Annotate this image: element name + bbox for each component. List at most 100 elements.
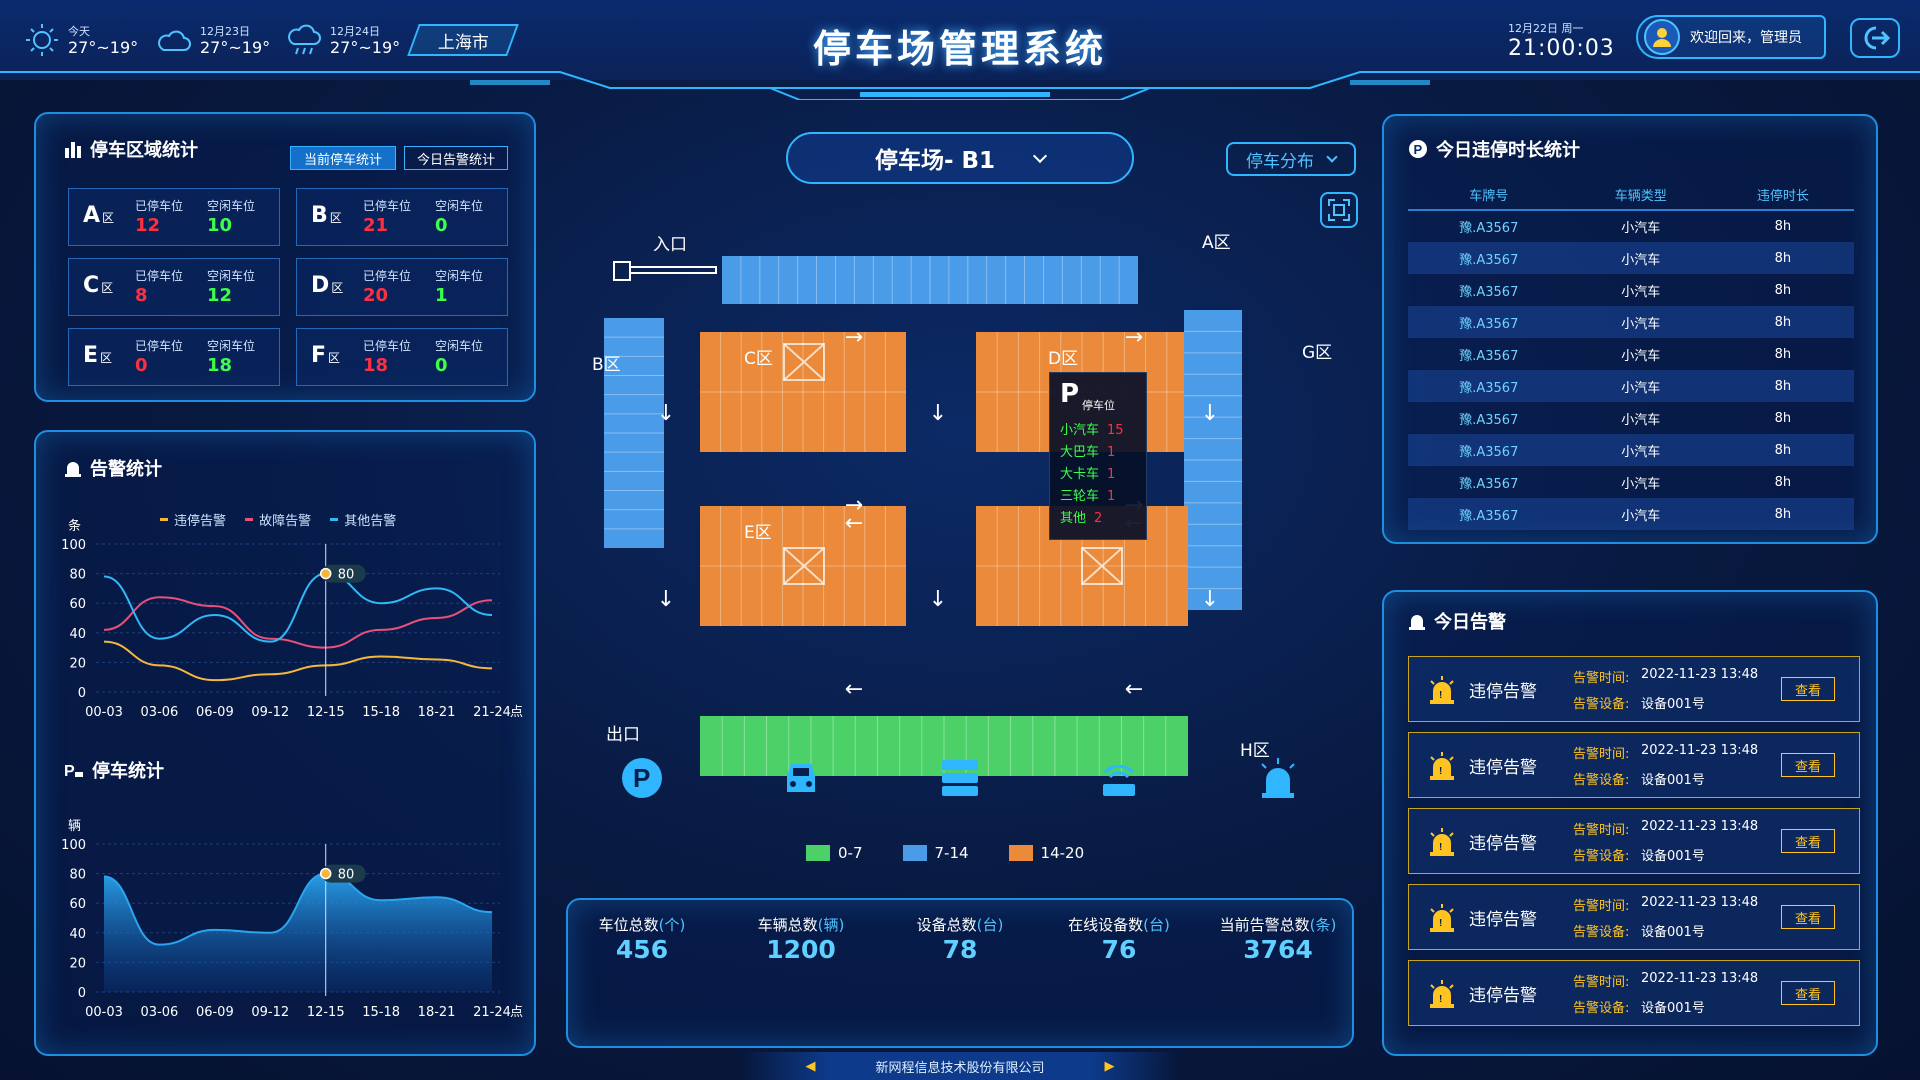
zone-name: E <box>83 343 99 368</box>
value-badge <box>321 864 366 883</box>
stat-unit: (台) <box>1143 916 1170 934</box>
table-row[interactable]: 豫.A3567 小汽车 8h <box>1408 338 1854 370</box>
footer: ◀ 新网程信息技术股份有限公司 ▶ <box>740 1052 1180 1080</box>
parking-block <box>722 256 1138 304</box>
view-button[interactable]: 查看 <box>1781 753 1835 777</box>
x-tick-label: 06-09 <box>196 1005 234 1020</box>
alarm-device: 设备001号 <box>1641 773 1705 788</box>
parked-label: 已停车位 <box>135 269 184 283</box>
tab-today-alarms[interactable]: 今日告警统计 <box>404 146 508 170</box>
line-series <box>103 640 493 682</box>
arrow-down-icon: ↓ <box>929 401 947 426</box>
arrow-left-icon: ← <box>1125 677 1143 702</box>
warning-light-icon: ! <box>1430 752 1454 780</box>
data-point[interactable] <box>319 867 332 880</box>
logout-button[interactable] <box>1850 18 1900 58</box>
table-row[interactable]: 豫.A3567 小汽车 8h <box>1408 274 1854 306</box>
data-point[interactable] <box>319 567 332 580</box>
free-count: 0 <box>435 215 448 236</box>
alarm-time-label: 告警时间: <box>1573 671 1630 686</box>
legend-label: 14-20 <box>1040 844 1085 862</box>
y-tick-label: 80 <box>69 568 86 583</box>
pillar <box>1081 547 1123 585</box>
lot-legend: 0-7 7-14 14-20 <box>806 844 1084 862</box>
x-tick-label: 09-12 <box>251 705 289 720</box>
table-row[interactable]: 豫.A3567 小汽车 8h <box>1408 402 1854 434</box>
x-tick-label: 15-18 <box>362 705 400 720</box>
arrow-right-icon: → <box>1125 325 1143 350</box>
table-row[interactable]: 豫.A3567 小汽车 8h <box>1408 306 1854 338</box>
view-button[interactable]: 查看 <box>1781 677 1835 701</box>
duration-cell: 8h <box>1774 219 1792 234</box>
table-row[interactable]: 豫.A3567 小汽车 8h <box>1408 370 1854 402</box>
chevron-left-icon[interactable]: ◀ <box>805 1058 816 1074</box>
user-badge[interactable]: 欢迎回来，管理员 <box>1636 15 1826 59</box>
city-selector[interactable]: 上海市 <box>407 24 519 56</box>
alarm-device: 设备001号 <box>1641 849 1705 864</box>
stat-value: 78 <box>942 935 978 964</box>
fullscreen-button[interactable] <box>1320 192 1358 228</box>
plate-cell: 豫.A3567 <box>1459 221 1519 236</box>
view-button[interactable]: 查看 <box>1781 981 1835 1005</box>
pillar <box>783 343 825 381</box>
table-row[interactable]: 豫.A3567 小汽车 8h <box>1408 242 1854 274</box>
alarm-time-label: 告警时间: <box>1573 823 1630 838</box>
vehicle-type-cell: 小汽车 <box>1621 284 1661 300</box>
lot-selector[interactable]: 停车场- B1 <box>786 132 1134 184</box>
free-label: 空闲车位 <box>207 269 256 283</box>
zone-g-block[interactable] <box>1184 310 1242 610</box>
alarm-device-label: 告警设备: <box>1573 697 1630 712</box>
stat-label: 设备总数(台) <box>890 914 1030 935</box>
x-tick-label: 15-18 <box>362 1005 400 1020</box>
parking-chart-title: P 停车统计 <box>64 757 164 783</box>
view-button[interactable]: 查看 <box>1781 829 1835 853</box>
alarm-chart: 条 0 20 40 60 80 100 00-03 03-06 06-09 09-12 12-15 15… <box>61 518 523 720</box>
chevron-right-icon[interactable]: ▶ <box>1104 1058 1115 1074</box>
logout-icon <box>1864 26 1890 50</box>
view-button[interactable]: 查看 <box>1781 905 1835 929</box>
y-tick-label: 20 <box>69 956 86 971</box>
alarm-card: ! 违停告警 告警时间: 2022-11-23 13:48 告警设备: 设备00… <box>1408 884 1860 950</box>
zone-b-block[interactable] <box>604 318 664 548</box>
today-alarms-title: 今日告警 <box>1408 608 1506 634</box>
duration-cell: 8h <box>1711 498 1854 530</box>
zone-e-block[interactable] <box>700 506 906 626</box>
free-count: 18 <box>207 355 233 376</box>
table-row[interactable]: 豫.A3567 小汽车 8h <box>1408 434 1854 466</box>
value-label: 80 <box>338 868 355 883</box>
free-count: 12 <box>207 285 233 306</box>
table-row[interactable]: 豫.A3567 小汽车 8h <box>1408 498 1854 530</box>
plate-cell: 豫.A3567 <box>1408 242 1570 274</box>
stat-value: 3764 <box>1243 935 1313 964</box>
value-badge <box>321 564 366 583</box>
zone-a-block[interactable] <box>722 256 1138 304</box>
tooltip-row: 三轮车 1 <box>1060 485 1115 504</box>
parked-count: 12 <box>135 215 161 236</box>
distribution-dropdown[interactable]: 停车分布 <box>1226 142 1356 176</box>
weather-day: 12月23日 <box>200 25 250 38</box>
legend-swatch <box>806 845 830 861</box>
plate-cell: 豫.A3567 <box>1408 306 1570 338</box>
table-row[interactable]: 豫.A3567 小汽车 8h <box>1408 210 1854 242</box>
arrow-right-icon: → <box>845 493 863 518</box>
zone-suffix: 区 <box>331 281 344 295</box>
alarm-device: 设备001号 <box>1641 1001 1705 1016</box>
x-tick-label: 21-24 <box>473 705 511 720</box>
alarm-card: ! 违停告警 告警时间: 2022-11-23 13:48 告警设备: 设备00… <box>1408 808 1860 874</box>
zone-c-block[interactable] <box>700 332 906 452</box>
arrow-down-icon: ↓ <box>1201 587 1219 612</box>
x-tick-label: 00-03 <box>85 1005 123 1020</box>
tab-current-parking[interactable]: 当前停车统计 <box>290 146 396 170</box>
free-label: 空闲车位 <box>207 199 256 213</box>
y-tick-label: 0 <box>78 986 86 1001</box>
table-row[interactable]: 豫.A3567 小汽车 8h <box>1408 466 1854 498</box>
violations-table-body: 豫.A3567 小汽车 8h 豫.A3567 小汽车 8h 豫.A3567 小汽车 … <box>1408 210 1854 530</box>
